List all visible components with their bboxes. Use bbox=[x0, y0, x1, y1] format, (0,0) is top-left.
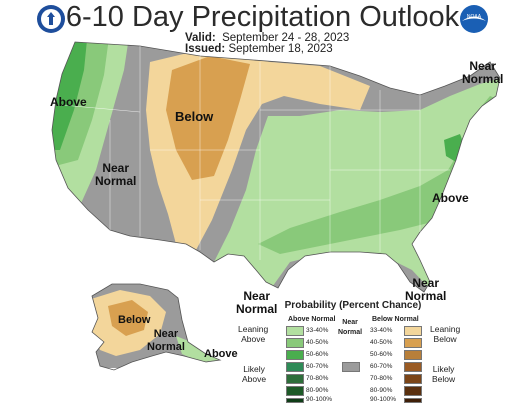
commerce-seal-icon bbox=[37, 5, 65, 33]
alaska-outline bbox=[91, 283, 222, 371]
legend-below-swatch bbox=[404, 338, 422, 348]
alaska-below-zone-40 bbox=[108, 300, 148, 336]
noaa-logo-text: NOAA bbox=[467, 14, 482, 20]
legend-below-pct: 50-60% bbox=[370, 351, 393, 358]
legend: Probability (Percent Chance) Above Norma… bbox=[238, 300, 468, 403]
legend-above-pct: 90-100% bbox=[306, 396, 333, 403]
label-alaska-below: Below bbox=[118, 314, 151, 326]
legend-above-pct: 70-80% bbox=[306, 375, 329, 382]
legend-below-pct: 80-90% bbox=[370, 387, 393, 394]
legend-below-pct: 40-50% bbox=[370, 339, 393, 346]
issued-line: Issued: September 18, 2023 bbox=[185, 43, 333, 55]
legend-above-swatch bbox=[286, 350, 304, 360]
label-west-near-normal: Near Normal bbox=[95, 161, 137, 188]
legend-likely-below: Likely Below bbox=[432, 364, 456, 384]
legend-near-normal-swatch bbox=[342, 362, 360, 372]
legend-below-pct: 70-80% bbox=[370, 375, 393, 382]
legend-leaning-above: Leaning Above bbox=[238, 324, 269, 344]
legend-below-swatch bbox=[404, 386, 422, 396]
label-alaska-near-normal: Near Normal bbox=[147, 328, 185, 353]
above-zone-west-50 bbox=[52, 42, 88, 150]
legend-title: Probability (Percent Chance) bbox=[284, 300, 422, 311]
valid-line: Valid: September 24 - 28, 2023 bbox=[185, 32, 350, 44]
legend-above-swatch bbox=[286, 386, 304, 396]
legend-likely-above: Likely Above bbox=[242, 364, 267, 384]
label-northeast-near-normal: Near Normal bbox=[462, 59, 504, 86]
legend-below-swatch bbox=[404, 374, 422, 384]
legend-below-swatch bbox=[404, 350, 422, 360]
label-florida-near-normal: Near Normal bbox=[405, 276, 447, 303]
legend-near-head: Near Normal bbox=[338, 319, 363, 336]
label-south-near-normal: Near Normal bbox=[236, 289, 278, 316]
noaa-logo-icon: NOAA bbox=[460, 5, 488, 33]
legend-above-head: Above Normal bbox=[288, 316, 336, 323]
legend-below-pct: 33-40% bbox=[370, 327, 393, 334]
legend-above-swatch bbox=[286, 338, 304, 348]
label-north-below: Below bbox=[175, 109, 214, 124]
label-west-above: Above bbox=[50, 95, 87, 109]
conus-outline bbox=[51, 41, 501, 293]
legend-above-pct: 60-70% bbox=[306, 363, 329, 370]
legend-above-swatch bbox=[286, 374, 304, 384]
label-alaska-above: Above bbox=[204, 348, 238, 360]
legend-above-pct: 80-90% bbox=[306, 387, 329, 394]
below-zone-north-40 bbox=[166, 56, 250, 180]
state-lines bbox=[61, 46, 450, 260]
label-southeast-above: Above bbox=[432, 191, 469, 205]
legend-below-head: Below Normal bbox=[372, 316, 419, 323]
legend-above-pct: 40-50% bbox=[306, 339, 329, 346]
legend-below-pct: 90-100% bbox=[370, 396, 397, 403]
page-title: 6-10 Day Precipitation Outlook bbox=[65, 1, 460, 33]
legend-leaning-below: Leaning Below bbox=[430, 324, 461, 344]
legend-above-pct: 50-60% bbox=[306, 351, 329, 358]
legend-above-swatch bbox=[286, 326, 304, 336]
legend-below-pct: 60-70% bbox=[370, 363, 393, 370]
legend-below-swatch bbox=[404, 398, 422, 403]
legend-above-swatch bbox=[286, 362, 304, 372]
legend-below-swatch bbox=[404, 362, 422, 372]
legend-below-swatch bbox=[404, 326, 422, 336]
legend-above-pct: 33-40% bbox=[306, 327, 329, 334]
legend-above-swatch bbox=[286, 398, 304, 403]
